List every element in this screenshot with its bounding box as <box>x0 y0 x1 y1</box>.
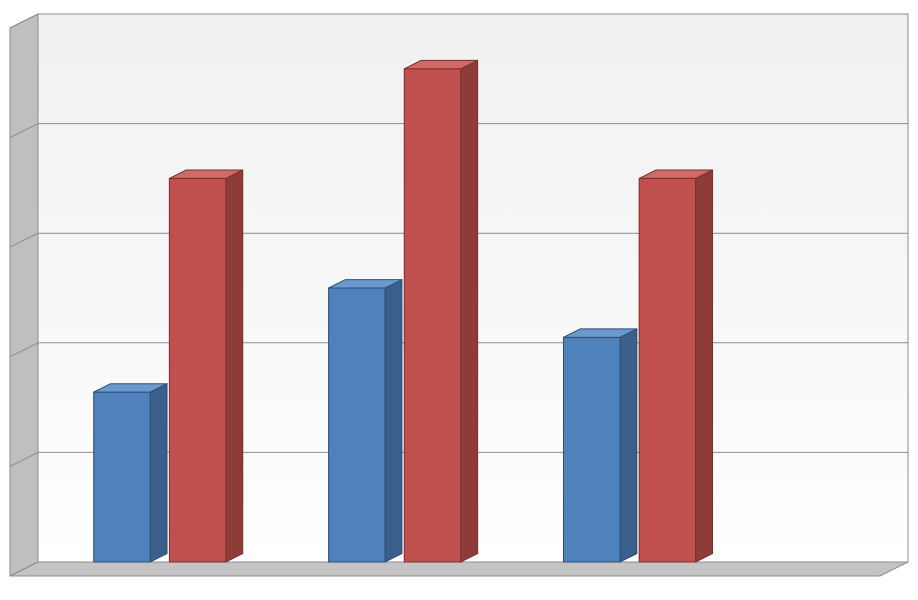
chart-canvas <box>0 0 918 600</box>
bar-face <box>329 288 386 562</box>
bar-face <box>169 178 226 562</box>
bar-face <box>94 392 151 562</box>
floor <box>10 562 908 576</box>
bar-side <box>226 170 243 562</box>
bar-face <box>639 178 696 562</box>
bar-side <box>461 60 478 562</box>
bar-face <box>563 337 620 562</box>
bar-side <box>620 329 637 562</box>
bar-face <box>404 69 461 562</box>
bar-side <box>696 170 713 562</box>
bar-side <box>385 280 402 562</box>
bar-chart <box>0 0 918 600</box>
bar-side <box>150 384 167 562</box>
side-wall <box>10 14 38 576</box>
